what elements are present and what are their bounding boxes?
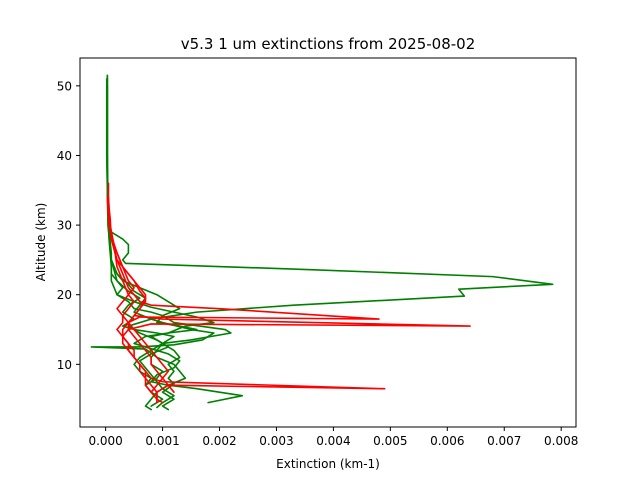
chart-title: v5.3 1 um extinctions from 2025-08-02	[181, 35, 476, 53]
axes-frame	[79, 57, 577, 428]
x-axis-label: Extinction (km-1)	[276, 457, 380, 471]
series-line-5	[106, 78, 198, 407]
series-line-9	[107, 203, 170, 393]
y-axis-label: Altitude (km)	[34, 203, 48, 282]
series-line-1	[106, 74, 554, 409]
x-tick-label: 0.001	[145, 434, 179, 448]
x-tick-label: 0.003	[259, 434, 293, 448]
y-tick-label: 30	[57, 219, 72, 233]
series-line-10	[107, 210, 175, 393]
y-tick-label: 40	[57, 149, 72, 163]
series-line-7	[107, 182, 386, 404]
y-tick-label: 50	[57, 79, 72, 93]
x-tick-label: 0.008	[544, 434, 578, 448]
x-tick-label: 0.004	[316, 434, 350, 448]
plot-area	[79, 57, 577, 428]
x-tick-label: 0.005	[373, 434, 407, 448]
y-axis: 10 20 30 40 50	[57, 79, 80, 372]
x-tick-label: 0.002	[202, 434, 236, 448]
y-tick-label: 20	[57, 288, 72, 302]
x-axis: 0.000 0.001 0.002 0.003 0.004 0.005 0.006 0.007…	[88, 427, 578, 448]
y-tick-label: 10	[57, 358, 72, 372]
series-group	[90, 74, 554, 411]
series-line-11	[106, 196, 158, 400]
x-tick-label: 0.006	[430, 434, 464, 448]
x-tick-label: 0.007	[487, 434, 521, 448]
x-tick-label: 0.000	[88, 434, 122, 448]
